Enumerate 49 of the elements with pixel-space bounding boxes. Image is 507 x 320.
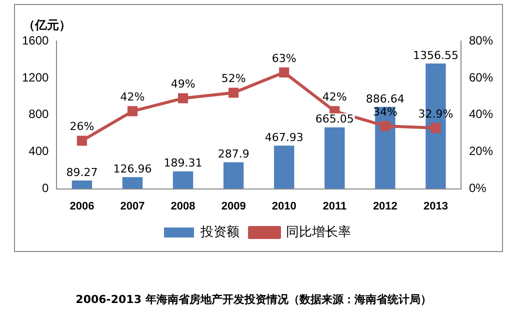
x-tick-label: 2011: [322, 200, 347, 212]
x-tick-label: 2012: [372, 200, 398, 212]
bar: [324, 127, 345, 189]
data-label: 467.93: [264, 130, 304, 144]
x-tick-label: 2008: [170, 200, 196, 212]
y-axis-title: （亿元）: [23, 17, 71, 34]
x-tick-label: 2006: [70, 200, 94, 212]
point: [228, 88, 239, 98]
point: [178, 93, 188, 104]
data-label: 63%: [272, 52, 296, 65]
bar: [274, 146, 294, 189]
y-tick-label: 400: [28, 144, 50, 158]
legend-label: 同比增长率: [286, 224, 351, 240]
y-tick-label: 1200: [22, 70, 50, 84]
y2-tick-label: 40%: [468, 107, 494, 122]
x-tick-label: 2009: [221, 200, 246, 212]
data-label: 89.27: [66, 166, 98, 179]
data-label: 42%: [120, 90, 145, 104]
data-label: 287.9: [218, 148, 250, 161]
data-label: 42%: [322, 90, 347, 104]
point: [127, 106, 138, 116]
data-label: 665.05: [315, 112, 354, 126]
y2-tick-label: 60%: [468, 70, 494, 84]
y2-tick-label: 0%: [468, 181, 487, 196]
data-label: 49%: [170, 78, 196, 91]
x-tick-label: 2007: [120, 200, 145, 212]
bar: [223, 162, 244, 189]
y2-tick-label: 20%: [468, 144, 494, 158]
y2-tick-label: 80%: [468, 33, 494, 48]
y-tick-label: 0: [42, 181, 50, 196]
x-tick-label: 2010: [272, 200, 296, 212]
point: [430, 122, 441, 134]
data-label: 52%: [221, 72, 246, 86]
y-tick-label: 1600: [22, 33, 50, 48]
point: [279, 67, 290, 78]
data-label: 1356.55: [412, 48, 458, 62]
y-tick-label: 800: [28, 107, 50, 122]
data-label: 886.64: [366, 92, 404, 106]
data-label: 26%: [70, 120, 94, 134]
bar: [122, 177, 143, 189]
data-label: 126.96: [113, 162, 152, 176]
point: [76, 136, 87, 146]
data-label: 189.31: [164, 156, 202, 170]
point: [380, 120, 390, 132]
legend-label: 投资额: [200, 224, 240, 240]
x-tick-label: 2013: [423, 200, 448, 212]
bar: [72, 180, 92, 189]
text: 2006-2013 年海南省房地产开发投资情况（数据来源：海南省统计局）: [74, 292, 432, 307]
bar: [172, 171, 194, 189]
